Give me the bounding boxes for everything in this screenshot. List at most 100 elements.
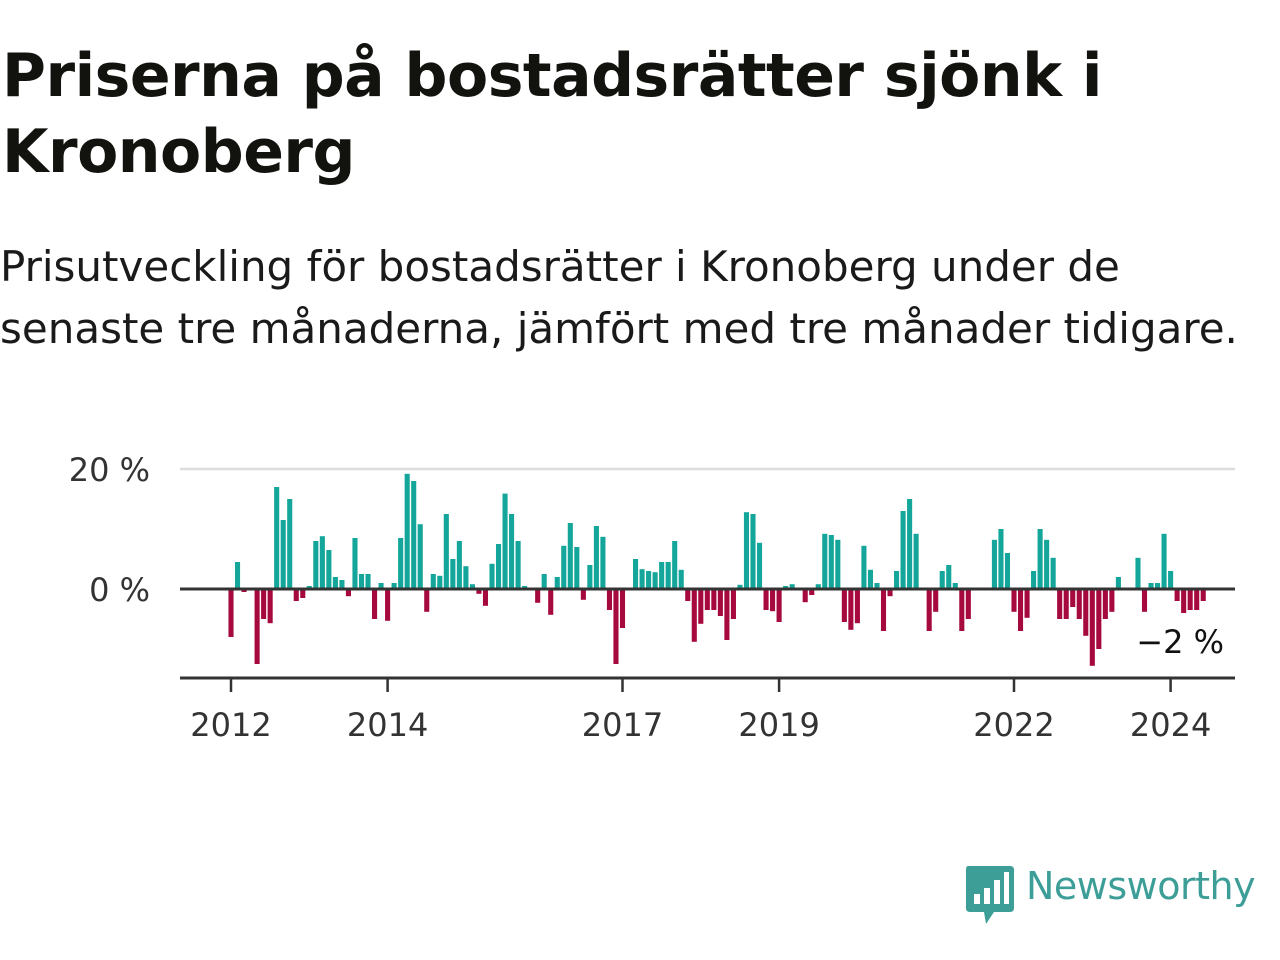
bar [535, 589, 541, 603]
bar [691, 589, 697, 642]
x-tick-label: 2014 [347, 706, 428, 744]
bar [619, 589, 626, 628]
bar [659, 562, 665, 589]
bar [489, 563, 495, 589]
x-tick-label: 2017 [582, 706, 663, 744]
bar [1194, 589, 1200, 610]
bar [828, 535, 834, 589]
bar [1161, 533, 1167, 589]
bar [1109, 589, 1115, 612]
bar [613, 589, 619, 664]
bar [789, 584, 795, 589]
bar [424, 589, 430, 612]
bar [913, 533, 919, 589]
newsworthy-logo[interactable]: Newsworthy [964, 864, 1256, 926]
bar [854, 589, 860, 624]
bar [1044, 539, 1050, 589]
bar [234, 562, 241, 589]
bar [398, 538, 404, 589]
bar [391, 583, 397, 589]
bar [593, 526, 599, 589]
bar [639, 569, 645, 589]
bar [698, 589, 704, 624]
bar [1135, 557, 1141, 589]
bar [685, 589, 691, 601]
bar [1083, 589, 1089, 636]
bar [411, 481, 417, 589]
bar [933, 589, 939, 612]
bar [430, 574, 436, 589]
bar [548, 589, 554, 615]
bar [809, 589, 815, 595]
bar [965, 589, 971, 619]
bar [998, 529, 1004, 589]
bar [1011, 589, 1017, 612]
bar [476, 589, 482, 594]
bar [1089, 589, 1095, 666]
bar [815, 584, 821, 589]
bar [1057, 589, 1063, 619]
bar [952, 583, 958, 589]
bar-chart: 0 % 20 % 2012 2014 2017 2019 2022 2024 −2 % [69, 451, 1235, 744]
tick-labels: 0 % 20 % 2012 2014 2017 2019 2022 2024 −2 % [69, 451, 1224, 744]
bar [835, 539, 841, 589]
bar [606, 589, 612, 610]
bar [1115, 577, 1121, 589]
bar [541, 574, 547, 589]
bar [567, 523, 573, 589]
bar [463, 566, 469, 589]
bar [894, 571, 900, 589]
bar [313, 541, 319, 589]
bar [730, 589, 736, 619]
x-tick-label: 2019 [738, 706, 819, 744]
bar [776, 589, 782, 622]
chart-subtitle: Prisutveckling för bostadsrätter i Krono… [0, 242, 1238, 353]
bar [1037, 529, 1043, 589]
bar [770, 589, 776, 612]
bar [1024, 589, 1030, 618]
bar [469, 584, 475, 589]
bar [1168, 571, 1174, 589]
bar [1096, 589, 1102, 649]
bar [841, 589, 847, 622]
bar [254, 589, 260, 664]
bar [554, 577, 560, 589]
bar [345, 589, 351, 597]
x-tick-label: 2024 [1130, 706, 1211, 744]
bar [482, 589, 489, 606]
y-tick-label: 20 % [69, 451, 150, 489]
bar [261, 589, 267, 619]
bar [1031, 571, 1037, 589]
y-tick-label: 0 % [89, 571, 150, 609]
bar [678, 569, 684, 589]
bar [652, 572, 658, 589]
bar [385, 589, 391, 621]
bar [946, 565, 952, 589]
bar [737, 584, 743, 589]
bar [959, 589, 965, 631]
bar [574, 547, 580, 589]
bar [724, 589, 730, 640]
bar [1050, 557, 1056, 589]
bar [704, 589, 710, 610]
bar [743, 512, 750, 589]
bar [907, 499, 913, 589]
bar [600, 536, 606, 589]
bar [861, 545, 867, 589]
bar [1070, 589, 1076, 607]
bar [646, 571, 652, 589]
bar [1102, 589, 1108, 619]
bar [280, 520, 286, 589]
bar [274, 487, 280, 589]
x-tick-label: 2022 [973, 706, 1054, 744]
bar [339, 580, 345, 589]
bar [711, 589, 717, 610]
bar [1063, 589, 1069, 619]
bar [1200, 589, 1206, 601]
bar [450, 559, 456, 589]
bar [332, 577, 338, 589]
bar [267, 589, 273, 624]
bar [352, 538, 358, 589]
bar [228, 589, 234, 637]
bar [848, 589, 854, 630]
